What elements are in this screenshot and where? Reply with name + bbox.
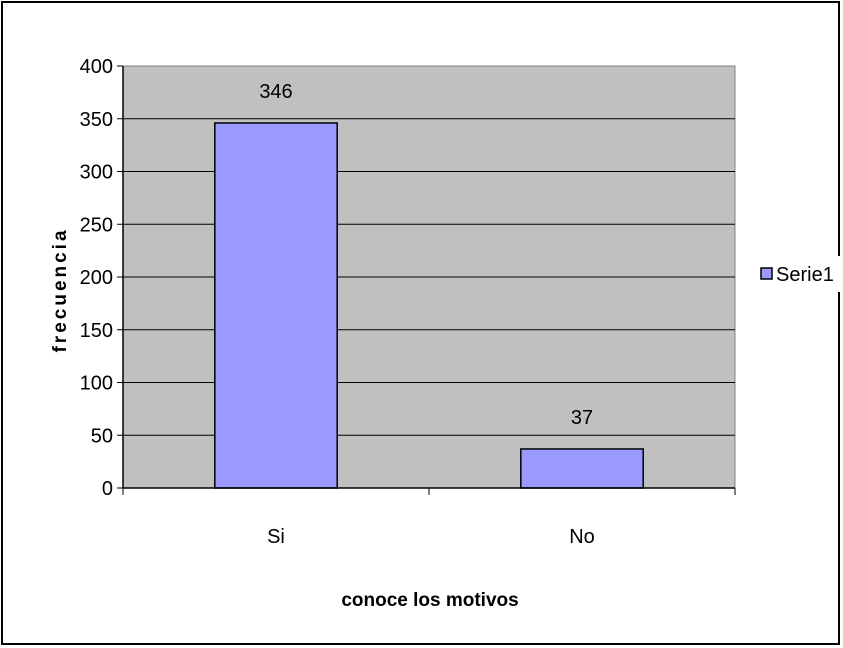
x-tick-label-si: Si: [267, 526, 285, 548]
y-axis-ticks: 0 50 100 150 200 250 300 350 400: [80, 56, 123, 500]
y-tick-label: 400: [80, 56, 113, 78]
y-tick-label: 300: [80, 162, 113, 184]
data-label-si: 346: [259, 81, 292, 103]
bar-no: [520, 448, 644, 489]
data-label-no: 37: [571, 407, 593, 429]
bar-si: [214, 122, 338, 489]
y-tick-label: 0: [102, 478, 113, 500]
legend-swatch: [760, 267, 773, 280]
legend-label: Serie1: [776, 264, 834, 286]
y-tick-label: 100: [80, 373, 113, 395]
y-tick-label: 50: [91, 425, 113, 447]
x-axis-title: conoce los motivos: [341, 590, 518, 611]
bars: [214, 122, 644, 489]
legend: Serie1: [753, 256, 843, 292]
y-tick-label: 350: [80, 109, 113, 131]
y-tick-label: 150: [80, 320, 113, 342]
y-tick-label: 200: [80, 267, 113, 289]
x-axis-ticks: Si No: [122, 488, 736, 548]
y-axis-title: frecuencia: [50, 227, 71, 352]
y-tick-label: 250: [80, 214, 113, 236]
data-labels: 346 37: [259, 81, 593, 429]
x-tick-label-no: No: [569, 526, 595, 548]
